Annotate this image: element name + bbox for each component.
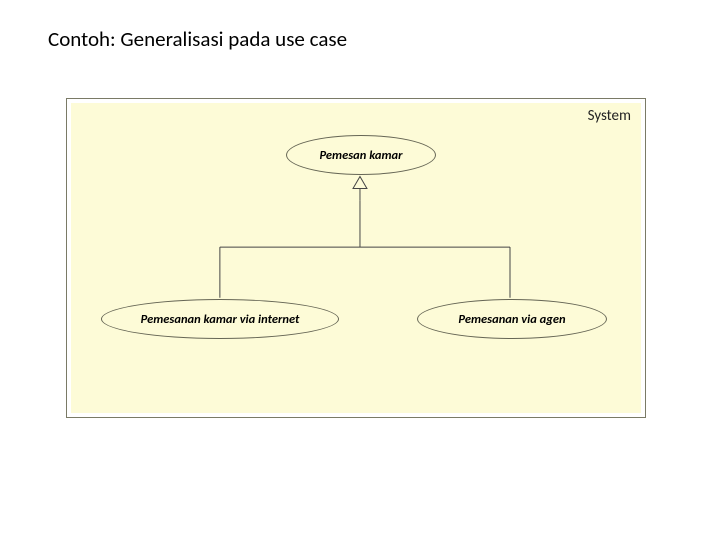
arrowhead-icon [353, 177, 367, 189]
system-boundary: System Pemesan kamar Pemesanan kamar via… [66, 98, 646, 418]
usecase-parent: Pemesan kamar [286, 135, 436, 175]
usecase-child-left: Pemesanan kamar via internet [101, 299, 339, 339]
system-inner: System Pemesan kamar Pemesanan kamar via… [71, 103, 641, 413]
usecase-child-right-label: Pemesanan via agen [458, 312, 565, 327]
page-title: Contoh: Generalisasi pada use case [48, 26, 347, 52]
system-label: System [588, 107, 631, 125]
usecase-parent-label: Pemesan kamar [319, 148, 402, 163]
usecase-child-left-label: Pemesanan kamar via internet [141, 312, 300, 327]
usecase-child-right: Pemesanan via agen [417, 299, 607, 339]
